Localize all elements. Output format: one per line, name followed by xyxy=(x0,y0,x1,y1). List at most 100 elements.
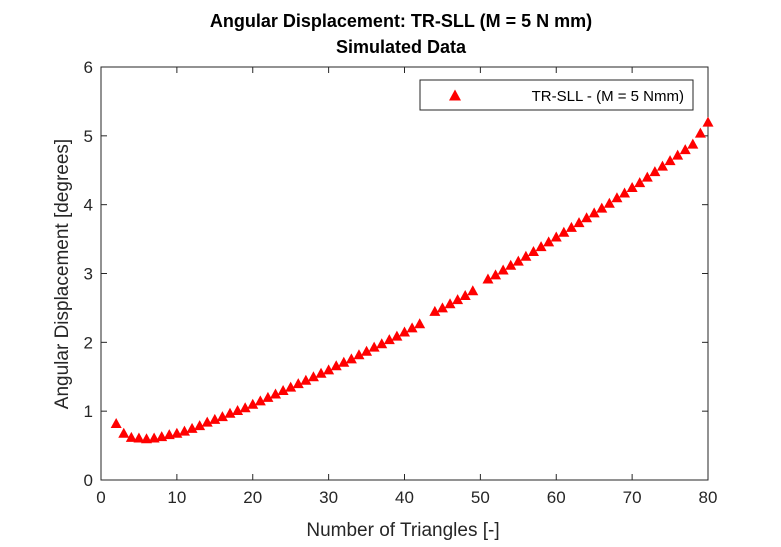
data-point xyxy=(361,345,373,356)
data-point xyxy=(550,231,562,242)
data-point xyxy=(702,116,714,127)
data-point xyxy=(603,197,615,208)
data-point xyxy=(292,378,304,389)
x-tick-label: 30 xyxy=(319,488,338,507)
data-point xyxy=(558,226,570,237)
x-tick-label: 0 xyxy=(96,488,105,507)
data-point xyxy=(141,433,153,444)
data-point xyxy=(490,269,502,280)
y-tick-label: 0 xyxy=(84,471,93,490)
data-point xyxy=(452,294,464,305)
data-point xyxy=(194,420,206,431)
data-point xyxy=(672,149,684,160)
data-point xyxy=(300,374,312,385)
data-point xyxy=(626,181,638,192)
data-point xyxy=(216,411,228,422)
data-point xyxy=(664,155,676,166)
data-point xyxy=(232,404,244,415)
x-tick-label: 70 xyxy=(623,488,642,507)
legend-entry-label: TR-SLL - (M = 5 Nmm) xyxy=(532,88,684,105)
data-point xyxy=(634,177,646,188)
data-point xyxy=(527,245,539,256)
x-tick-label: 60 xyxy=(547,488,566,507)
data-point xyxy=(178,425,190,436)
data-point xyxy=(383,334,395,345)
data-point xyxy=(338,356,350,367)
data-point xyxy=(619,187,631,198)
data-point xyxy=(596,202,608,213)
data-point xyxy=(201,416,213,427)
x-tick-label: 10 xyxy=(167,488,186,507)
data-point xyxy=(406,322,418,333)
axis-ticks: 0 10 20 30 40 50 60 70 80 0 1 2 3 4 5 6 xyxy=(84,58,718,507)
x-tick-label: 20 xyxy=(243,488,262,507)
y-tick-label: 5 xyxy=(84,127,93,146)
x-axis-label: Number of Triangles [-] xyxy=(306,520,499,541)
y-tick-label: 6 xyxy=(84,58,93,77)
data-point xyxy=(512,255,524,266)
data-point xyxy=(254,395,266,406)
data-point xyxy=(444,298,456,309)
data-point xyxy=(581,212,593,223)
data-point xyxy=(573,217,585,228)
data-point xyxy=(315,367,327,378)
plot-area xyxy=(100,66,709,481)
data-point xyxy=(247,398,259,409)
data-point xyxy=(353,349,365,360)
data-point xyxy=(399,326,410,337)
data-point xyxy=(133,432,145,443)
y-tick-label: 1 xyxy=(84,402,93,421)
data-point xyxy=(429,305,441,316)
data-point xyxy=(611,192,623,203)
data-point xyxy=(391,330,403,341)
data-point xyxy=(459,290,471,301)
data-series xyxy=(110,116,714,444)
data-point xyxy=(307,371,319,382)
legend-triangle-marker-icon xyxy=(449,89,461,101)
y-tick-label: 3 xyxy=(84,265,93,284)
data-point xyxy=(656,160,668,171)
data-point xyxy=(110,418,122,429)
data-point xyxy=(520,250,532,261)
legend[interactable]: TR-SLL - (M = 5 Nmm) xyxy=(419,79,694,111)
data-point xyxy=(224,407,236,418)
chart-subtitle: Simulated Data xyxy=(336,37,467,57)
data-point xyxy=(118,427,130,438)
data-point xyxy=(277,385,289,396)
data-point xyxy=(649,166,661,177)
axes-box xyxy=(100,66,709,481)
data-point xyxy=(588,207,600,218)
data-point xyxy=(376,338,388,349)
data-point xyxy=(209,413,221,424)
data-point xyxy=(285,381,297,392)
data-point xyxy=(687,138,699,149)
data-point xyxy=(543,236,555,247)
data-point xyxy=(330,360,342,371)
data-point xyxy=(186,422,198,433)
data-point xyxy=(239,402,251,413)
data-point xyxy=(436,302,448,313)
x-tick-label: 80 xyxy=(699,488,718,507)
data-point xyxy=(323,364,335,375)
data-point xyxy=(482,273,494,284)
data-point xyxy=(694,127,706,138)
data-point xyxy=(345,353,357,364)
data-point xyxy=(505,259,517,270)
data-point xyxy=(414,318,426,329)
x-tick-label: 40 xyxy=(395,488,414,507)
y-tick-label: 4 xyxy=(84,196,93,215)
data-point xyxy=(641,171,653,182)
y-axis-label: Angular Displacement [degrees] xyxy=(52,139,73,409)
data-point xyxy=(565,221,577,232)
data-point xyxy=(679,144,691,155)
data-point xyxy=(125,431,137,442)
chart-title: Angular Displacement: TR-SLL (M = 5 N mm… xyxy=(210,11,592,31)
data-point xyxy=(497,264,509,275)
data-point xyxy=(270,388,282,399)
data-point xyxy=(368,341,380,352)
data-point xyxy=(535,241,547,252)
x-tick-label: 50 xyxy=(471,488,490,507)
legend-box xyxy=(419,79,694,111)
y-tick-label: 2 xyxy=(84,333,93,352)
